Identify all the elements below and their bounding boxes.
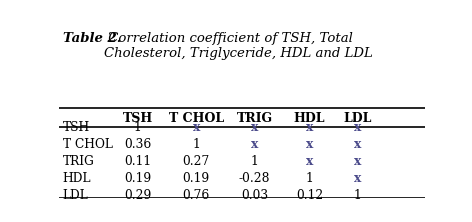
Text: x: x (354, 172, 361, 185)
Text: x: x (306, 155, 313, 168)
Text: 0.03: 0.03 (241, 189, 268, 202)
Text: x: x (306, 138, 313, 151)
Text: x: x (354, 121, 361, 134)
Text: x: x (193, 121, 200, 134)
Text: 0.29: 0.29 (124, 189, 152, 202)
Text: TRIG: TRIG (63, 155, 94, 168)
Text: 0.19: 0.19 (183, 172, 210, 185)
Text: 0.12: 0.12 (296, 189, 323, 202)
Text: 1: 1 (192, 138, 200, 151)
Text: 1: 1 (353, 189, 361, 202)
Text: T CHOL: T CHOL (63, 138, 112, 151)
Text: TSH: TSH (63, 121, 90, 134)
Text: TSH: TSH (123, 112, 153, 125)
Text: 1: 1 (134, 121, 142, 134)
Text: Table 2.: Table 2. (63, 32, 121, 45)
Text: LDL: LDL (63, 189, 88, 202)
Text: 0.27: 0.27 (183, 155, 210, 168)
Text: HDL: HDL (294, 112, 325, 125)
Text: -0.28: -0.28 (239, 172, 270, 185)
Text: HDL: HDL (63, 172, 91, 185)
Text: 1: 1 (306, 172, 313, 185)
Text: x: x (306, 121, 313, 134)
Text: 0.76: 0.76 (183, 189, 210, 202)
Text: x: x (251, 138, 258, 151)
Text: T CHOL: T CHOL (169, 112, 224, 125)
Text: Correlation coefficient of TSH, Total
Cholesterol, Triglyceride, HDL and LDL: Correlation coefficient of TSH, Total Ch… (104, 32, 373, 60)
Text: 0.36: 0.36 (124, 138, 151, 151)
Text: 1: 1 (251, 155, 259, 168)
Text: LDL: LDL (343, 112, 371, 125)
Text: 0.11: 0.11 (124, 155, 151, 168)
Text: x: x (354, 155, 361, 168)
Text: x: x (251, 121, 258, 134)
Text: TRIG: TRIG (236, 112, 273, 125)
Text: 0.19: 0.19 (124, 172, 151, 185)
Text: x: x (354, 138, 361, 151)
